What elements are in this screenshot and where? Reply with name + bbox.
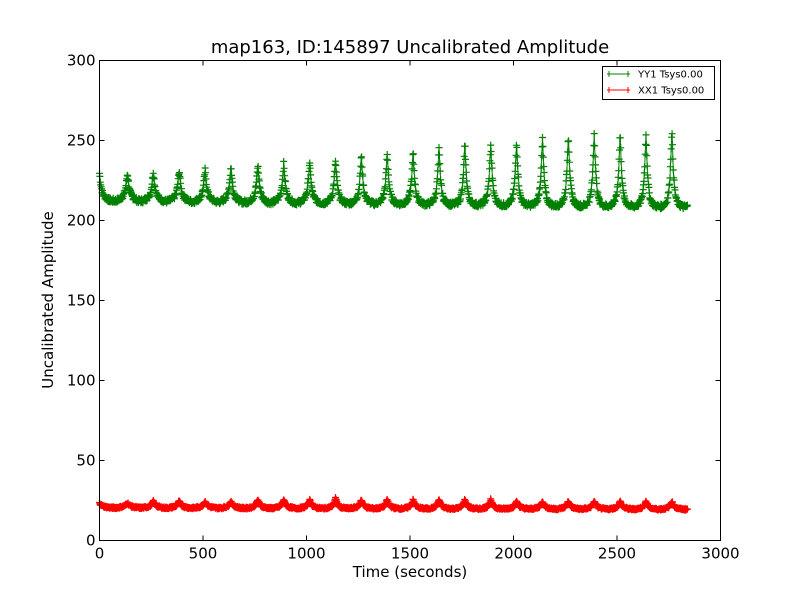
ticks-layer: 0 500 1000 1500 2000 2500 3000 0 50 100 150 200 250 3… [67, 52, 740, 563]
legend-entry-xx1: XX1 Tsys0.00 [607, 86, 704, 97]
y-tick-label: 100 [67, 372, 96, 390]
y-tick-label: 200 [67, 212, 96, 230]
series-layer [96, 130, 691, 514]
y-axis-label: Uncalibrated Amplitude [39, 211, 57, 388]
y-tick-label: 300 [67, 52, 96, 70]
x-tick-label: 1000 [287, 545, 325, 563]
x-tick-label: 3000 [701, 545, 739, 563]
legend-box [602, 66, 715, 100]
x-tick-label: 2000 [494, 545, 532, 563]
axes-background [99, 60, 721, 541]
y-tick-label: 150 [67, 292, 96, 310]
x-axis-label: Time (seconds) [352, 563, 468, 581]
legend-label-xx1: XX1 Tsys0.00 [638, 86, 704, 97]
y-tick-label: 0 [86, 532, 96, 550]
y-tick-label: 250 [67, 132, 96, 150]
legend-label-yy1: YY1 Tsys0.00 [637, 70, 703, 81]
plot-area: 0 500 1000 1500 2000 2500 3000 0 50 100 150 200 250 3… [67, 52, 740, 563]
x-tick-label: 2500 [598, 545, 636, 563]
chart-title: map163, ID:145897 Uncalibrated Amplitude [211, 37, 609, 58]
legend: YY1 Tsys0.00 XX1 Tsys0.00 [602, 66, 715, 100]
y-tick-label: 50 [76, 452, 95, 470]
x-tick-label: 500 [189, 545, 218, 563]
x-tick-label: 1500 [391, 545, 429, 563]
x-tick-label: 0 [95, 545, 105, 563]
series-xx1 [96, 494, 691, 514]
legend-entry-yy1: YY1 Tsys0.00 [607, 70, 703, 81]
